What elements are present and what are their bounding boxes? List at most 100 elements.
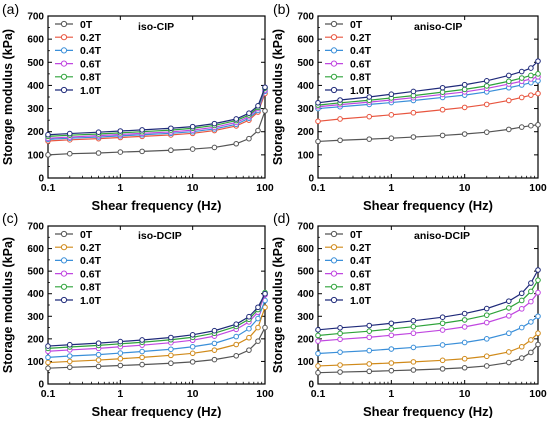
- data-point: [528, 92, 534, 98]
- series-0T: [315, 341, 541, 376]
- x-tick-label: 10: [187, 388, 199, 400]
- data-point: [139, 148, 145, 155]
- y-axis-label: Storage modulus (kPa): [271, 29, 285, 165]
- data-point: [528, 72, 534, 79]
- y-tick-label: 200: [297, 334, 314, 345]
- data-point: [388, 367, 395, 374]
- data-point: [262, 108, 268, 114]
- y-tick-label: 700: [297, 12, 314, 23]
- data-point: [528, 65, 534, 71]
- data-point: [233, 341, 240, 348]
- data-point: [366, 334, 373, 341]
- data-point: [66, 358, 73, 365]
- legend-label: 0.6T: [80, 268, 102, 280]
- data-point: [410, 323, 417, 330]
- y-tick-label: 100: [27, 150, 44, 161]
- legend-label: 1.0T: [350, 85, 372, 97]
- data-point: [117, 350, 124, 356]
- data-point: [211, 144, 218, 151]
- y-axis-label: Storage modulus (kPa): [1, 29, 15, 165]
- data-point: [410, 344, 417, 351]
- legend-marker: [330, 60, 338, 67]
- data-point: [388, 112, 395, 118]
- panel-label: (a): [2, 1, 19, 17]
- y-tick-label: 300: [27, 104, 44, 115]
- legend-label: 0.4T: [350, 255, 372, 267]
- legend-marker: [330, 270, 338, 277]
- data-point: [410, 318, 417, 324]
- legend-label: 0.8T: [80, 282, 102, 294]
- data-point: [233, 321, 240, 327]
- data-point: [506, 78, 512, 85]
- data-point: [315, 327, 321, 333]
- data-point: [255, 102, 261, 109]
- data-point: [483, 336, 490, 342]
- data-point: [246, 347, 252, 353]
- x-tick-label: 1: [388, 388, 394, 400]
- y-tick-label: 400: [297, 81, 314, 92]
- data-point: [255, 324, 261, 331]
- legend-label: 0.6T: [80, 58, 102, 70]
- data-point: [483, 305, 490, 312]
- series-0T: [315, 121, 541, 145]
- chart-panel-2: 0 100 200 300 400 500 600 700 0.1 1 10 100 Shear fre…: [271, 1, 547, 213]
- data-point: [439, 314, 446, 320]
- data-point: [211, 327, 218, 334]
- data-point: [315, 363, 321, 369]
- legend-marker: [60, 20, 68, 28]
- x-axis-label: Shear frequency (Hz): [363, 404, 493, 418]
- legend-marker: [330, 230, 338, 238]
- y-tick-label: 300: [297, 104, 314, 115]
- data-point: [117, 338, 124, 345]
- data-point: [255, 338, 261, 344]
- data-point: [315, 369, 321, 376]
- legend-marker: [60, 283, 68, 290]
- data-point: [388, 332, 395, 339]
- panel-label: (b): [273, 1, 290, 17]
- data-point: [66, 341, 73, 348]
- data-point: [366, 361, 373, 367]
- data-point: [189, 343, 196, 350]
- legend-marker: [60, 230, 68, 238]
- legend-marker: [60, 244, 68, 251]
- data-point: [535, 71, 541, 77]
- data-point: [233, 116, 240, 122]
- data-point: [66, 353, 73, 359]
- data-point: [410, 109, 417, 116]
- y-tick-label: 700: [27, 12, 44, 23]
- data-point: [337, 324, 343, 331]
- legend-marker: [60, 60, 68, 67]
- series-0_6T: [315, 289, 541, 344]
- data-point: [439, 357, 446, 364]
- legend-marker: [60, 296, 68, 304]
- data-point: [461, 364, 468, 371]
- panel-label: (c): [2, 210, 18, 226]
- data-point: [45, 343, 51, 349]
- legend-marker: [330, 47, 338, 54]
- data-point: [461, 339, 468, 346]
- data-point: [461, 324, 468, 330]
- data-point: [410, 134, 417, 140]
- data-point: [45, 359, 51, 366]
- legend-label: 1.0T: [350, 295, 372, 307]
- legend-label: 0.2T: [350, 242, 372, 254]
- x-tick-label: 0.1: [311, 182, 326, 194]
- data-point: [189, 123, 196, 130]
- data-point: [410, 359, 417, 365]
- data-point: [518, 355, 525, 361]
- legend-marker: [330, 257, 338, 264]
- x-tick-label: 0.1: [41, 388, 56, 400]
- data-point: [95, 340, 102, 346]
- data-point: [518, 324, 525, 331]
- data-point: [366, 94, 373, 100]
- data-point: [315, 338, 321, 344]
- y-tick-label: 0: [38, 380, 44, 391]
- legend-marker: [60, 47, 68, 54]
- data-point: [439, 366, 446, 372]
- x-tick-label: 100: [529, 388, 547, 400]
- data-point: [518, 94, 525, 101]
- data-point: [483, 129, 490, 135]
- series-0_8T: [45, 85, 268, 140]
- data-point: [315, 350, 321, 357]
- data-point: [246, 135, 252, 142]
